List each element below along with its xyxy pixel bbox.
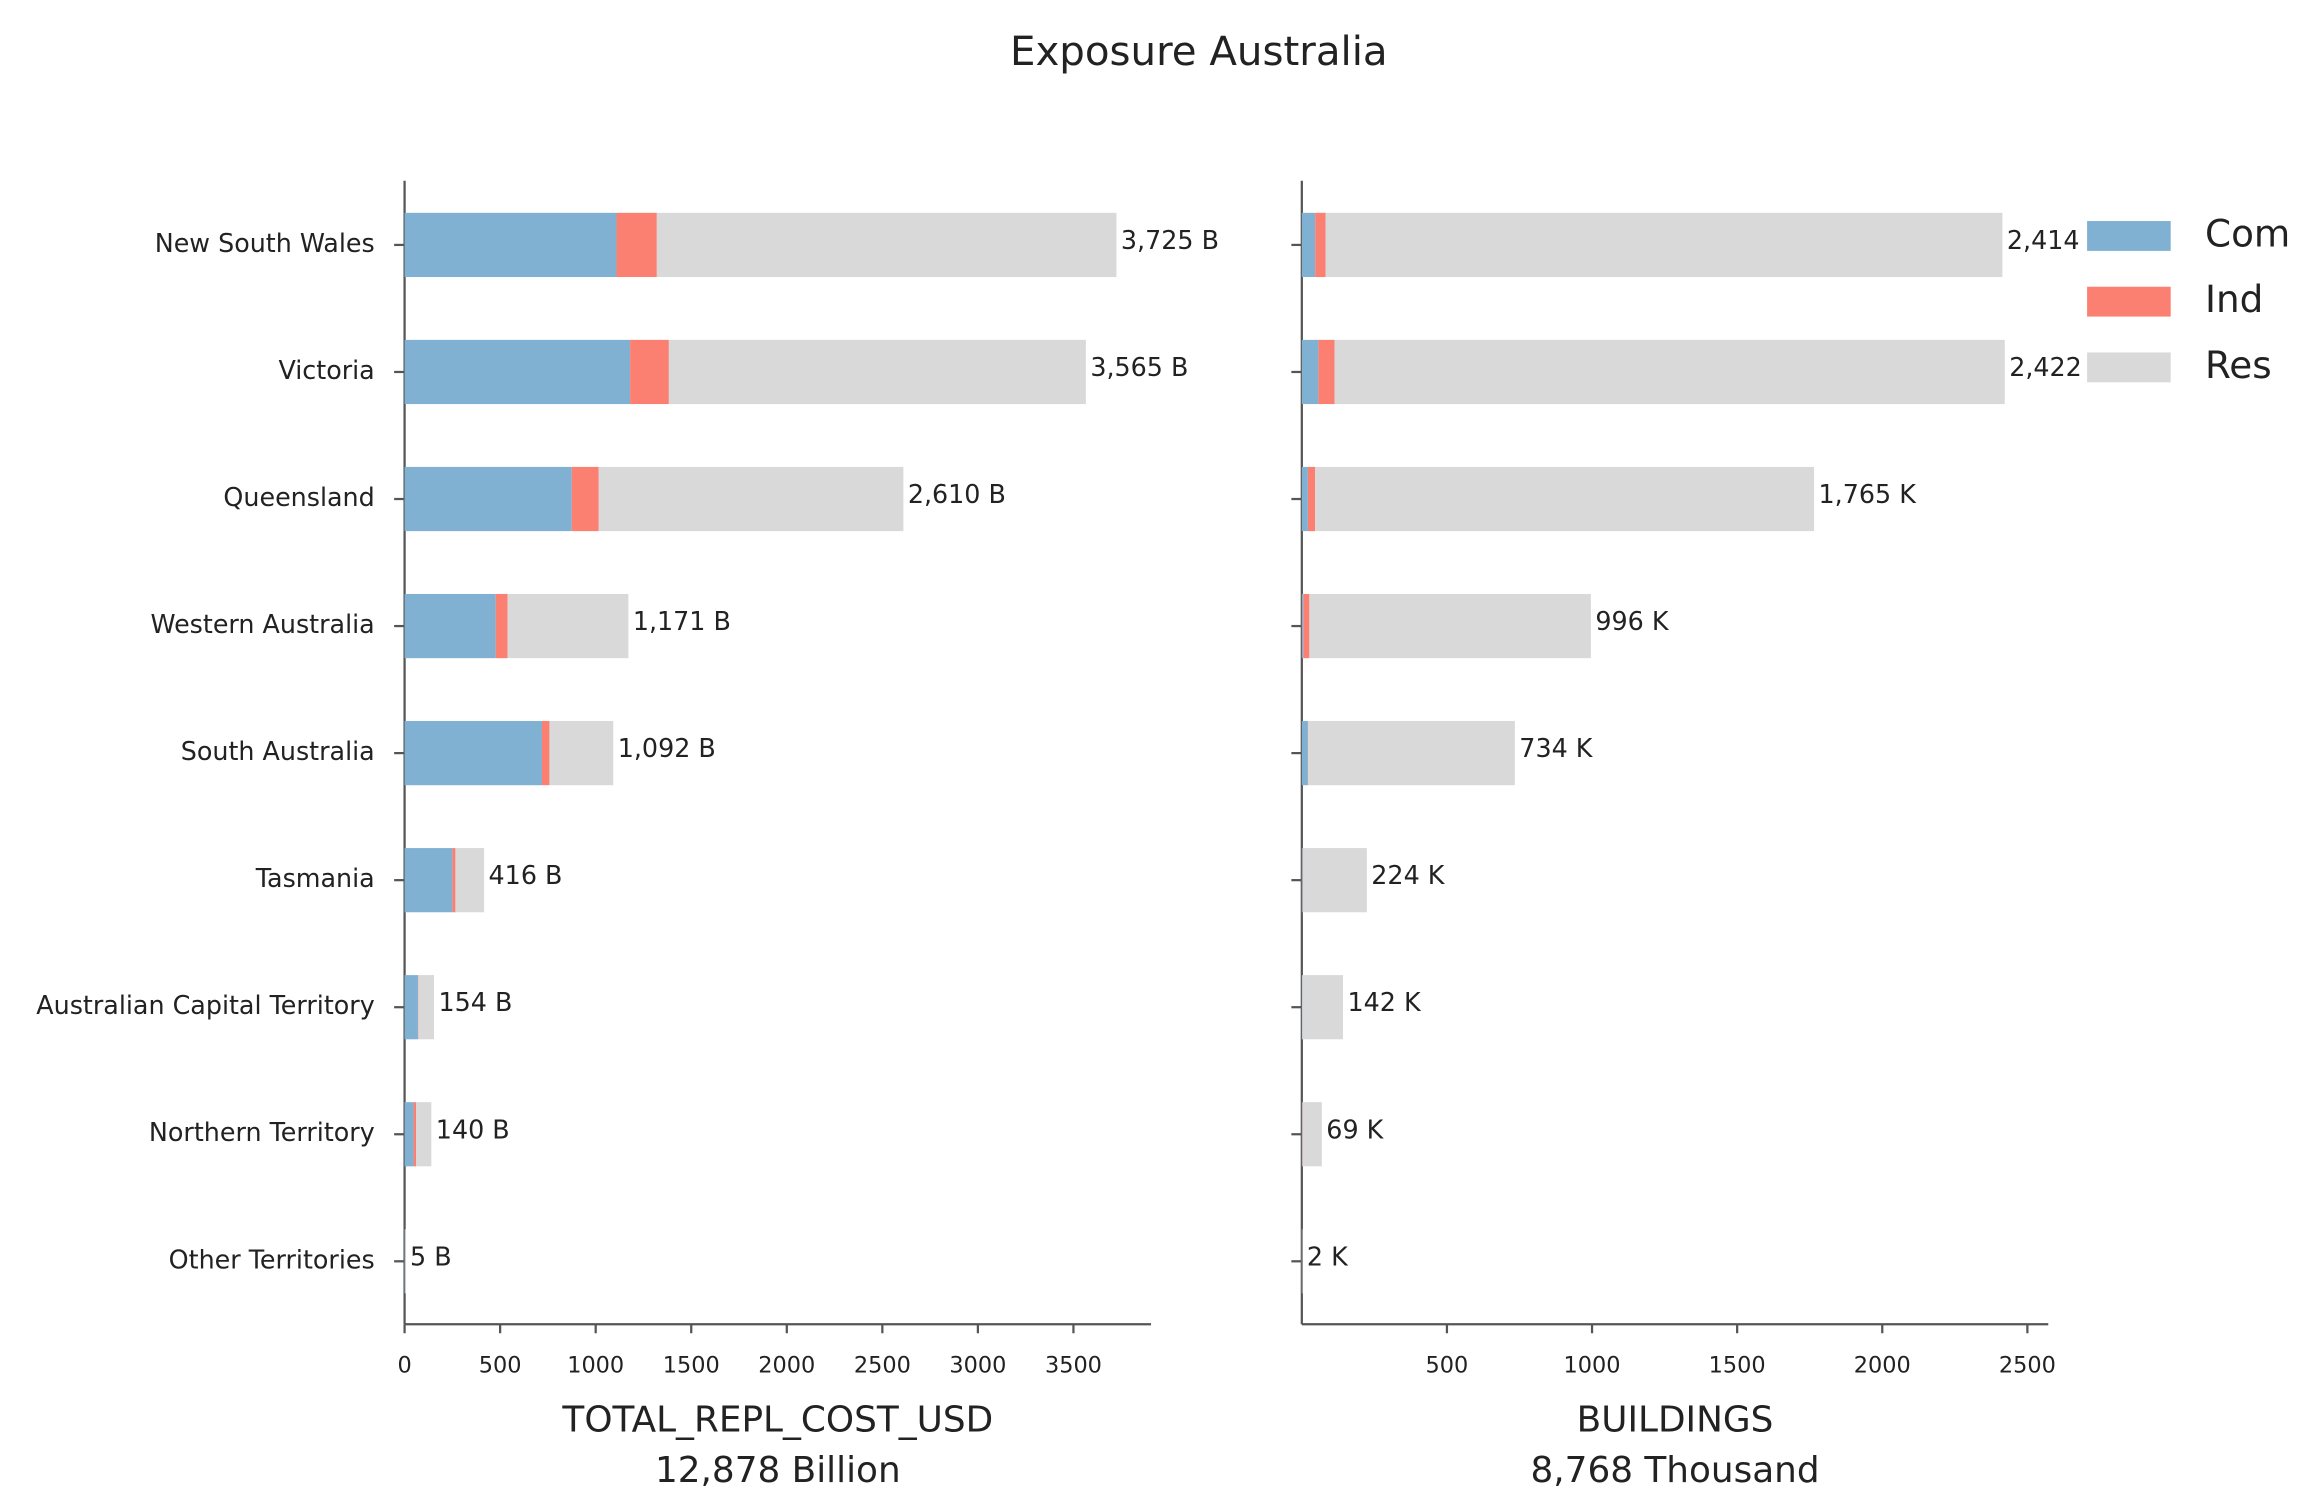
bar-segment <box>416 1102 432 1167</box>
bar-segment <box>404 848 453 913</box>
y-tick-label: Australian Capital Territory <box>36 990 374 1020</box>
bar-segment <box>1302 1102 1322 1167</box>
bar-segment <box>1301 1229 1303 1294</box>
x-tick-label: 3500 <box>1045 1353 1102 1379</box>
bar-segment <box>1315 466 1815 532</box>
bar-segment <box>418 975 435 1040</box>
total-label: 2 K <box>1307 1241 1349 1271</box>
y-tick-label: Western Australia <box>150 609 374 639</box>
x-tick-label: 3000 <box>949 1353 1006 1379</box>
x-tick-label: 2500 <box>1999 1353 2056 1379</box>
x-axis-label: BUILDINGS <box>1577 1399 1774 1440</box>
x-tick-label: 1500 <box>1709 1353 1766 1379</box>
y-tick-label: Northern Territory <box>149 1117 375 1147</box>
bar-segment <box>1315 212 1326 278</box>
legend-swatch <box>2087 221 2171 251</box>
x-axis-label-note: 12,878 Billion <box>655 1450 901 1491</box>
bar-segment <box>1301 466 1308 532</box>
total-label: 3,725 B <box>1121 225 1219 255</box>
bar-segment <box>404 593 496 659</box>
y-tick-label: Queensland <box>223 482 374 512</box>
bar-segment <box>404 339 631 405</box>
x-axis-label-note: 8,768 Thousand <box>1530 1450 1819 1491</box>
x-tick-label: 500 <box>479 1353 522 1379</box>
x-tick-label: 1000 <box>1564 1353 1621 1379</box>
bar-segment <box>507 593 629 659</box>
y-tick-label: Victoria <box>278 355 374 385</box>
x-tick-label: 0 <box>397 1353 411 1379</box>
bar-segment <box>455 848 485 913</box>
bar-segment <box>656 212 1117 278</box>
bar-segment <box>549 721 614 786</box>
bar-segment <box>404 1229 406 1294</box>
total-label: 224 K <box>1371 860 1445 890</box>
legend-label: Res <box>2205 343 2272 387</box>
y-tick-label: Other Territories <box>169 1244 375 1274</box>
bar-segment <box>1301 593 1304 659</box>
bar-segment <box>1307 466 1316 532</box>
legend-label: Com <box>2205 211 2290 255</box>
legend-swatch <box>2087 286 2171 317</box>
bar-segment <box>630 339 669 405</box>
x-tick-label: 1500 <box>663 1353 720 1379</box>
total-label: 1,092 B <box>618 733 716 763</box>
bar-segment <box>495 593 508 659</box>
bar-segment <box>1302 975 1344 1040</box>
bar-segment <box>1309 593 1591 659</box>
total-label: 154 B <box>438 987 512 1017</box>
y-tick-label: Tasmania <box>255 863 375 893</box>
bar-segment <box>1301 212 1316 278</box>
bar-segment <box>1308 721 1515 786</box>
bar-segment <box>413 1102 417 1167</box>
x-tick-label: 2500 <box>854 1353 911 1379</box>
x-tick-label: 2000 <box>758 1353 815 1379</box>
total-label: 5 B <box>410 1241 452 1271</box>
bar-segment <box>404 975 418 1040</box>
bar-segment <box>452 848 456 913</box>
bar-segment <box>1302 848 1367 913</box>
bar-segment <box>404 212 617 278</box>
bar-segment <box>404 466 572 532</box>
bar-segment <box>1318 339 1335 405</box>
x-tick-label: 2000 <box>1854 1353 1911 1379</box>
bar-segment <box>404 721 542 786</box>
total-label: 140 B <box>436 1114 510 1144</box>
bar-segment <box>1334 339 2005 405</box>
total-label: 416 B <box>489 860 563 890</box>
chart-title: Exposure Australia <box>1010 28 1388 75</box>
total-label: 3,565 B <box>1090 352 1188 382</box>
bar-segment <box>571 466 599 532</box>
legend-swatch <box>2087 352 2171 383</box>
total-label: 1,171 B <box>633 606 731 636</box>
bar-segment <box>1325 212 2003 278</box>
bar-segment <box>598 466 904 532</box>
bar-segment <box>404 1102 414 1167</box>
total-label: 2,610 B <box>908 479 1006 509</box>
legend-label: Ind <box>2205 277 2263 321</box>
total-label: 996 K <box>1595 606 1669 636</box>
bar-segment <box>616 212 657 278</box>
x-axis-label: TOTAL_REPL_COST_USD <box>561 1399 993 1440</box>
total-label: 142 K <box>1348 987 1422 1017</box>
total-label: 69 K <box>1326 1114 1384 1144</box>
bar-segment <box>1301 848 1303 913</box>
total-label: 1,765 K <box>1819 479 1918 509</box>
y-tick-label: South Australia <box>181 736 375 766</box>
bar-segment <box>1303 593 1310 659</box>
x-tick-label: 500 <box>1426 1353 1469 1379</box>
total-label: 734 K <box>1519 733 1593 763</box>
bar-segment <box>541 721 550 786</box>
y-tick-label: New South Wales <box>155 228 375 258</box>
bar-segment <box>1301 721 1308 786</box>
bar-segment <box>1301 339 1319 405</box>
bar-segment <box>668 339 1086 405</box>
x-tick-label: 1000 <box>567 1353 624 1379</box>
